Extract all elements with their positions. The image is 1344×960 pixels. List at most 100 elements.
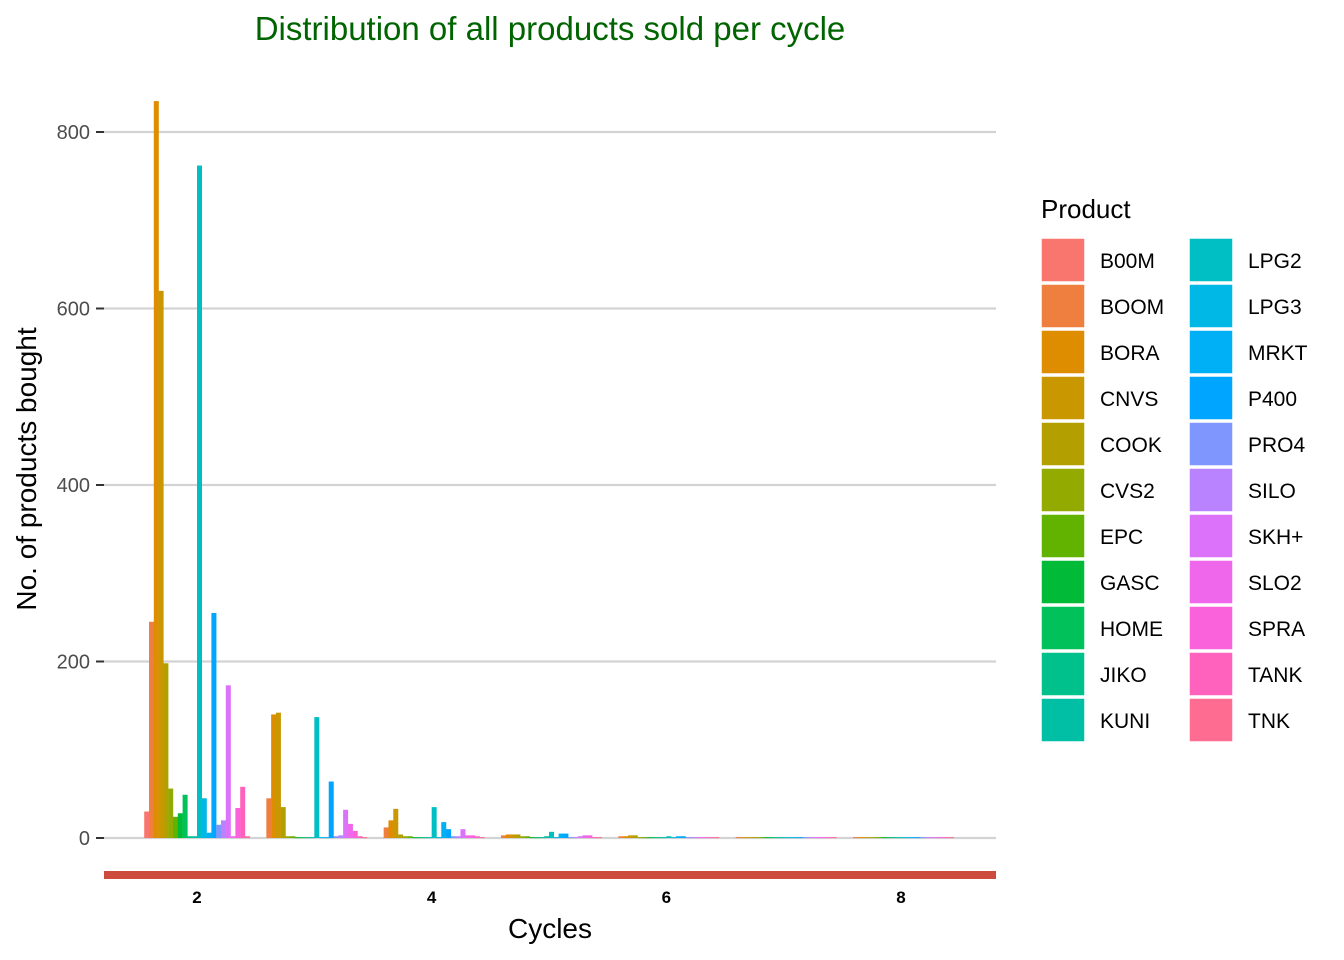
legend-label: SILO bbox=[1248, 480, 1296, 503]
bar bbox=[690, 837, 696, 839]
bar bbox=[910, 837, 916, 839]
bar bbox=[577, 836, 583, 838]
bar bbox=[788, 837, 794, 839]
bar bbox=[735, 837, 741, 839]
legend-label: CNVS bbox=[1100, 388, 1158, 411]
legend-label: PRO4 bbox=[1248, 434, 1306, 457]
bar bbox=[709, 837, 715, 839]
legend-swatch bbox=[1040, 283, 1086, 329]
legend-label: BORA bbox=[1100, 342, 1160, 365]
bar bbox=[417, 837, 423, 839]
bar bbox=[675, 836, 681, 838]
x-axis-ticks: 2 4 6 8 bbox=[192, 888, 905, 907]
bar bbox=[388, 820, 394, 838]
bar bbox=[618, 836, 624, 838]
gridlines bbox=[104, 130, 996, 840]
bar bbox=[398, 834, 404, 838]
legend-swatch bbox=[1188, 237, 1234, 283]
bar bbox=[783, 837, 789, 839]
bar bbox=[304, 837, 310, 839]
bar bbox=[275, 712, 281, 838]
legend-label: JIKO bbox=[1100, 664, 1147, 687]
bar bbox=[901, 837, 906, 839]
bar bbox=[949, 837, 954, 839]
bar bbox=[163, 663, 169, 838]
y-tick-label: 600 bbox=[57, 299, 90, 321]
legend-label: LPG2 bbox=[1248, 250, 1302, 273]
bar bbox=[802, 837, 808, 839]
bar bbox=[240, 786, 246, 838]
bar bbox=[182, 794, 188, 838]
legend-swatch bbox=[1040, 421, 1086, 467]
bar bbox=[441, 822, 447, 838]
legend-swatch bbox=[1188, 329, 1234, 375]
legend-title: Product bbox=[1041, 194, 1131, 224]
bar bbox=[221, 820, 226, 838]
legend-swatch bbox=[1040, 605, 1086, 651]
bar bbox=[623, 836, 629, 838]
bar bbox=[144, 811, 150, 838]
bar bbox=[587, 835, 593, 838]
legend-label: GASC bbox=[1100, 572, 1160, 595]
x-tick-label: 2 bbox=[192, 888, 201, 907]
bar bbox=[793, 837, 799, 839]
bar bbox=[474, 836, 480, 838]
bar bbox=[422, 837, 428, 839]
bar bbox=[460, 829, 466, 838]
bar bbox=[338, 835, 344, 838]
bar bbox=[235, 808, 241, 838]
bar bbox=[314, 717, 320, 838]
bar bbox=[857, 837, 863, 839]
bar bbox=[412, 837, 418, 839]
bar bbox=[168, 788, 174, 838]
legend-swatch bbox=[1040, 651, 1086, 697]
legend-swatch bbox=[1188, 421, 1234, 467]
legend-label: KUNI bbox=[1100, 710, 1150, 733]
bar bbox=[515, 834, 521, 838]
bar bbox=[352, 830, 358, 838]
legend-swatch bbox=[1188, 559, 1234, 605]
bar bbox=[877, 837, 882, 839]
bar bbox=[465, 835, 471, 838]
bar bbox=[891, 837, 897, 839]
bar bbox=[192, 836, 198, 838]
legend-label: CVS2 bbox=[1100, 480, 1155, 503]
bar bbox=[529, 837, 535, 839]
bar bbox=[881, 837, 887, 839]
legend-swatch bbox=[1188, 375, 1234, 421]
bar bbox=[704, 837, 710, 839]
bar bbox=[534, 837, 540, 839]
legend-label: BOOM bbox=[1100, 296, 1164, 319]
bar bbox=[285, 836, 291, 838]
legend-swatch bbox=[1040, 375, 1086, 421]
bar bbox=[470, 835, 476, 838]
bar bbox=[647, 837, 653, 839]
bar bbox=[886, 837, 892, 839]
legend-swatch bbox=[1188, 513, 1234, 559]
bar bbox=[357, 836, 363, 838]
bar bbox=[944, 837, 950, 839]
legend-label: EPC bbox=[1100, 526, 1143, 549]
bar bbox=[479, 837, 485, 839]
bar bbox=[627, 835, 633, 838]
bar bbox=[568, 837, 574, 839]
legend-label: B00M bbox=[1100, 250, 1155, 273]
bar bbox=[656, 837, 662, 839]
bar bbox=[764, 837, 770, 839]
x-axis-title: Cycles bbox=[508, 913, 592, 944]
legend-label: SPRA bbox=[1248, 618, 1305, 641]
bar bbox=[563, 833, 569, 838]
bar bbox=[393, 808, 399, 838]
bar bbox=[929, 837, 935, 839]
bar bbox=[661, 837, 667, 839]
legend-swatch bbox=[1040, 559, 1086, 605]
bar bbox=[920, 837, 926, 839]
bar bbox=[750, 837, 756, 839]
bar bbox=[934, 837, 940, 839]
bar bbox=[592, 837, 598, 839]
bar bbox=[759, 837, 765, 839]
bar bbox=[280, 807, 286, 838]
bar bbox=[290, 836, 296, 838]
bar bbox=[597, 837, 602, 839]
